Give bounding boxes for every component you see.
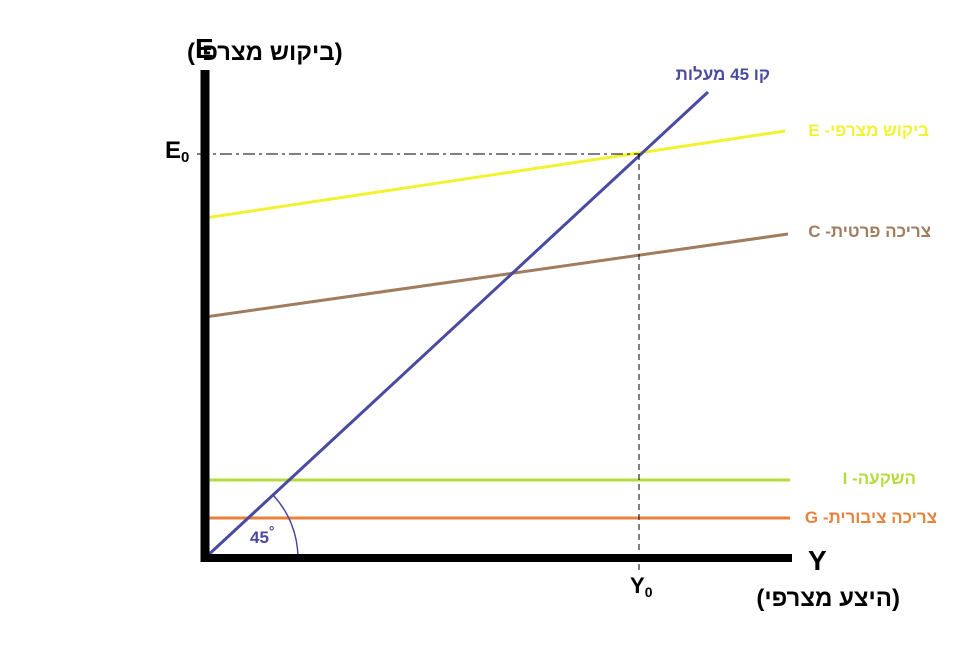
x-axis-caption: (היצע מצרפי) [756, 585, 900, 612]
government-label: צריכה ציבורית- G [805, 508, 937, 527]
y0-label: Y0 [630, 573, 653, 600]
y-axis-caption: (ביקוש מצרפי) [187, 39, 343, 66]
y-axis-letter: E [195, 33, 214, 64]
aggregate-demand-line [204, 129, 786, 220]
aggregate-demand-label: ביקוש מצרפי- E [808, 121, 929, 140]
angle-arc [272, 494, 299, 559]
e0-label: E0 [165, 137, 189, 166]
x-axis-letter: Y [808, 545, 827, 576]
line-45-degrees [203, 90, 710, 560]
consumption-line [204, 232, 789, 319]
line-45-label: קו 45 מעלות [676, 65, 770, 84]
angle-label: 45° [250, 523, 275, 547]
consumption-label: צריכה פרטית- C [808, 222, 931, 241]
investment-label: השקעה- I [843, 469, 916, 488]
